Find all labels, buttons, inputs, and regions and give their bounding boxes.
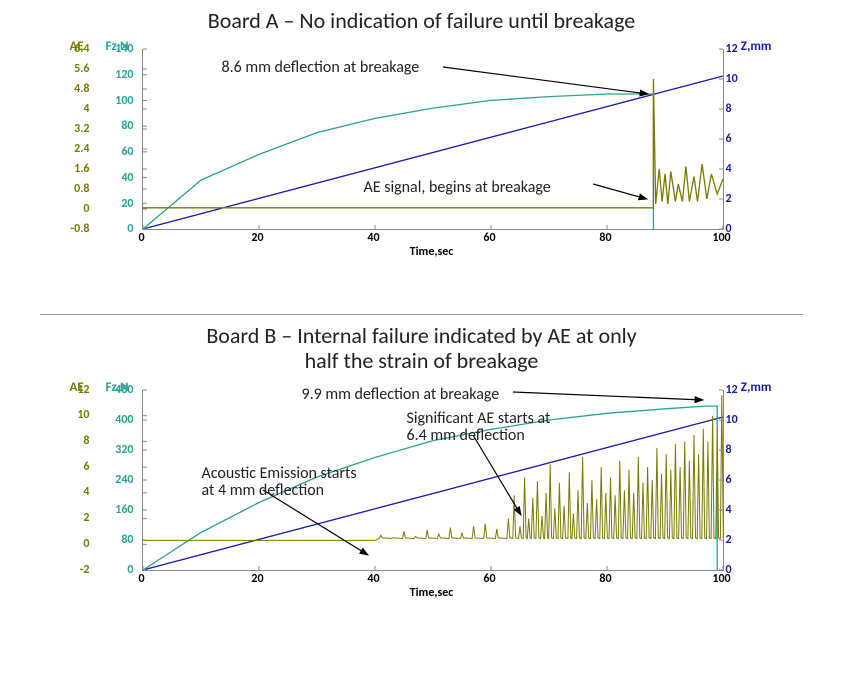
z-tick: 2 <box>726 192 756 206</box>
fz-tick: 480 <box>102 383 134 397</box>
ae-tick: 0 <box>58 202 90 216</box>
ae-tick: 3.2 <box>58 122 90 136</box>
x-tick: 20 <box>243 572 273 586</box>
x-tick: 100 <box>707 572 737 586</box>
fz-tick: 320 <box>102 443 134 457</box>
panel-b-title: Board B – Internal failure indicated by … <box>0 323 843 374</box>
annotation-a2: AE signal, begins at breakage <box>364 179 551 197</box>
annotation-a1: 8.6 mm deflection at breakage <box>222 59 420 77</box>
ae-tick: 10 <box>58 408 90 422</box>
ae-tick: 6.4 <box>58 42 90 56</box>
fz-tick: 140 <box>102 42 134 56</box>
panel-a: Board A – No indication of failure until… <box>0 8 843 304</box>
ae-tick: -0.8 <box>58 222 90 236</box>
ae-tick: 4 <box>58 102 90 116</box>
ae-tick: 1.6 <box>58 162 90 176</box>
fz-tick: 120 <box>102 68 134 82</box>
x-axis-label-a: Time,sec <box>142 245 722 259</box>
ae-tick: 12 <box>58 383 90 397</box>
z-tick: 4 <box>726 162 756 176</box>
fz-tick: 80 <box>102 119 134 133</box>
ae-tick: 2.4 <box>58 142 90 156</box>
x-tick: 0 <box>127 231 157 245</box>
annotation-b3: Acoustic Emission starts at 4 mm deflect… <box>202 465 357 500</box>
ae-tick: 0.8 <box>58 182 90 196</box>
x-tick: 60 <box>475 231 505 245</box>
ae-tick: 6 <box>58 460 90 474</box>
ae-tick: 2 <box>58 511 90 525</box>
z-tick: 2 <box>726 533 756 547</box>
z-tick: 8 <box>726 102 756 116</box>
z-tick: 12 <box>726 42 756 56</box>
ae-tick: -2 <box>58 563 90 577</box>
fz-tick: 240 <box>102 473 134 487</box>
ae-tick: 4.8 <box>58 82 90 96</box>
x-tick: 100 <box>707 231 737 245</box>
panel-a-chart: AE Fz,N Z,mm 8.6 mm deflection at breaka… <box>42 39 802 269</box>
ae-tick: 5.6 <box>58 62 90 76</box>
annotation-b2: Significant AE starts at 6.4 mm deflecti… <box>407 410 551 445</box>
ae-tick: 0 <box>58 537 90 551</box>
panel-divider <box>40 314 803 315</box>
x-tick: 40 <box>359 572 389 586</box>
x-tick: 80 <box>591 572 621 586</box>
x-tick: 0 <box>127 572 157 586</box>
panel-b-chart: AE Fz,N Z,mm 9.9 mm deflection at breaka… <box>42 380 802 610</box>
z-tick: 8 <box>726 443 756 457</box>
z-tick: 6 <box>726 473 756 487</box>
x-tick: 80 <box>591 231 621 245</box>
ae-tick: 8 <box>58 434 90 448</box>
z-tick: 10 <box>726 413 756 427</box>
x-axis-label-b: Time,sec <box>142 586 722 600</box>
fz-tick: 400 <box>102 413 134 427</box>
annotation-b1: 9.9 mm deflection at breakage <box>302 386 500 404</box>
x-tick: 20 <box>243 231 273 245</box>
panel-b-title-line2: half the strain of breakage <box>305 347 539 374</box>
z-tick: 12 <box>726 383 756 397</box>
fz-tick: 160 <box>102 503 134 517</box>
panel-b-title-line1: Board B – Internal failure indicated by … <box>206 322 636 349</box>
ae-tick: 4 <box>58 485 90 499</box>
x-tick: 40 <box>359 231 389 245</box>
panel-a-title: Board A – No indication of failure until… <box>0 8 843 33</box>
fz-tick: 100 <box>102 94 134 108</box>
z-tick: 4 <box>726 503 756 517</box>
fz-tick: 80 <box>102 533 134 547</box>
fz-tick: 60 <box>102 145 134 159</box>
z-tick: 6 <box>726 132 756 146</box>
x-tick: 60 <box>475 572 505 586</box>
fz-tick: 40 <box>102 171 134 185</box>
panel-b: Board B – Internal failure indicated by … <box>0 323 843 673</box>
fz-tick: 20 <box>102 197 134 211</box>
z-tick: 10 <box>726 72 756 86</box>
